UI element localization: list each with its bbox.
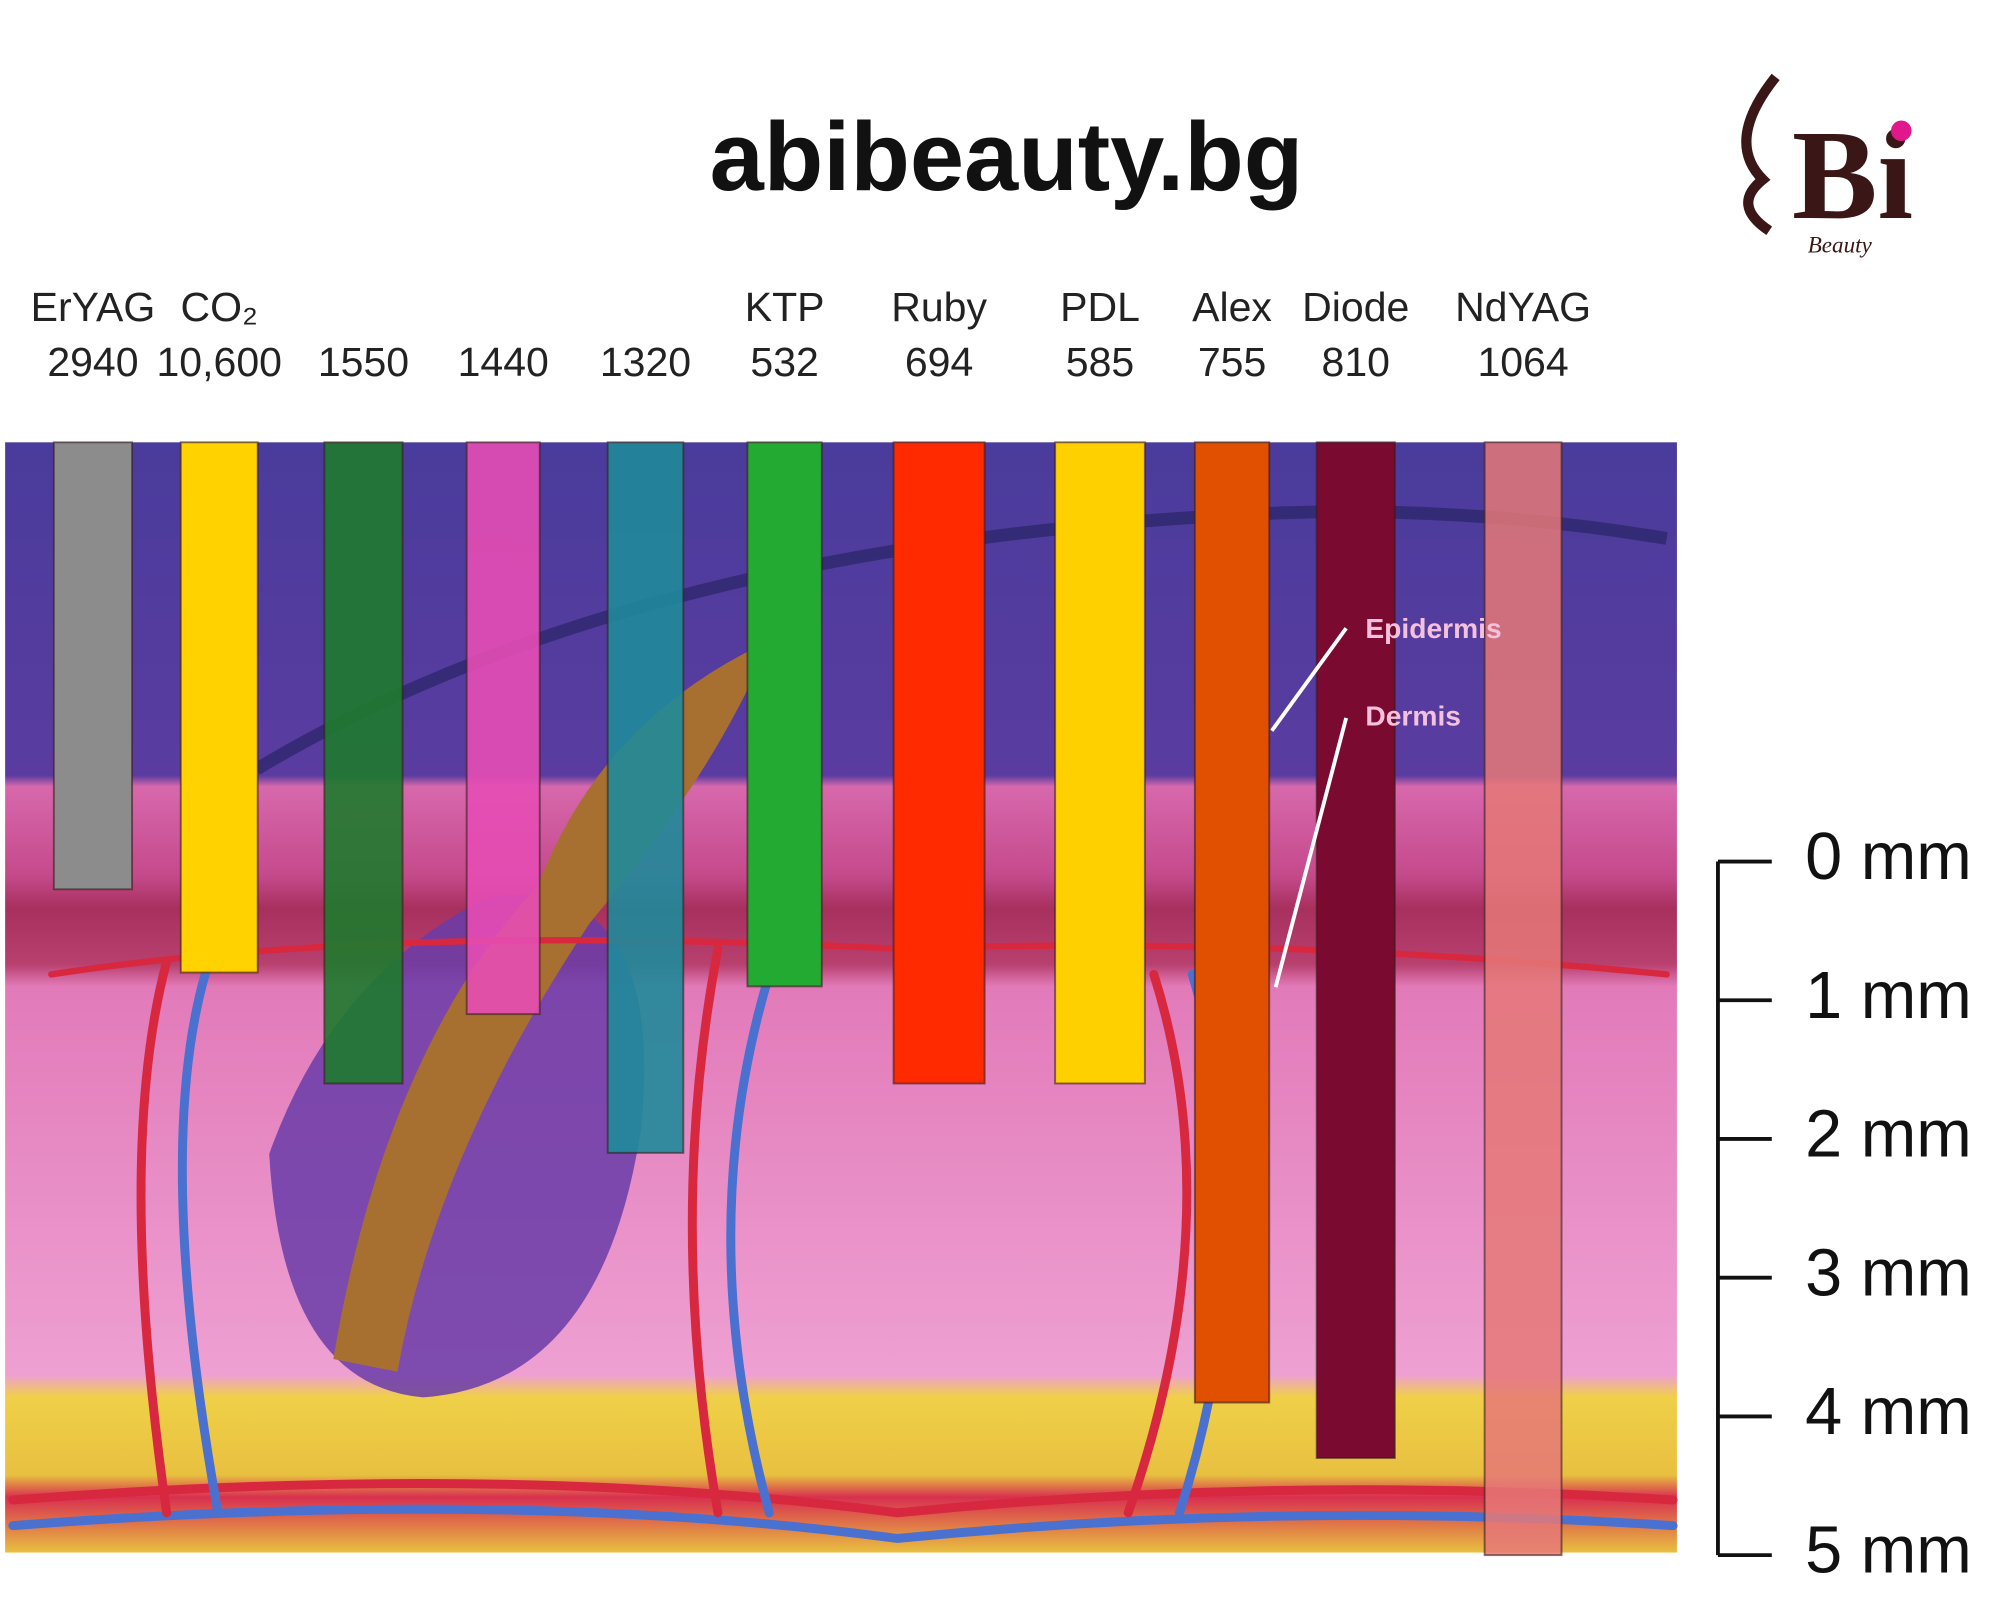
wavelength-label: 755 [1198, 339, 1266, 385]
laser-name: ErYAG [31, 284, 156, 330]
wavelength-label: 810 [1322, 339, 1390, 385]
bar [323, 441, 404, 1085]
y-tick-label: 0 mm [1805, 820, 1972, 894]
bar [1054, 441, 1146, 1085]
wavelength-label: 532 [750, 339, 818, 385]
y-tick-label: 2 mm [1805, 1098, 1972, 1172]
laser-name: Diode [1302, 284, 1409, 330]
y-tick-label: 1 mm [1805, 959, 1972, 1033]
laser-name: CO₂ [181, 284, 258, 330]
skin-illustration [5, 442, 1678, 1553]
logo: Bi Beauty [1741, 73, 1913, 258]
skin-background [5, 442, 1677, 1553]
wavelength-label: 585 [1066, 339, 1134, 385]
site-title: abibeauty.bg [710, 102, 1304, 211]
y-tick-label: 4 mm [1805, 1375, 1972, 1449]
layer-annotation: Epidermis [1365, 612, 1501, 644]
laser-name: NdYAG [1455, 284, 1591, 330]
annotation-pointer [1273, 717, 1349, 988]
bar [1193, 441, 1271, 1404]
bar [1483, 441, 1563, 1557]
bar [746, 441, 823, 988]
logo-tagline: Beauty [1808, 232, 1873, 258]
layer-annotation: Dermis [1365, 699, 1461, 731]
wavelength-label: 2940 [47, 339, 138, 385]
wavelength-label: 1550 [318, 339, 409, 385]
wavelength-label: 10,600 [157, 339, 282, 385]
laser-name: Alex [1192, 284, 1272, 330]
bar [1315, 441, 1396, 1459]
wavelength-label: 1320 [600, 339, 691, 385]
y-tick-label: 5 mm [1805, 1514, 1972, 1588]
laser-name: KTP [745, 284, 825, 330]
bar [606, 441, 685, 1154]
laser-name: PDL [1060, 284, 1140, 330]
bar [52, 441, 134, 891]
logo-face [1741, 73, 1780, 236]
bar [892, 441, 986, 1085]
wavelength-label: 694 [905, 339, 973, 385]
annotation-pointer [1270, 627, 1348, 732]
laser-name: Ruby [891, 284, 987, 330]
y-tick-label: 3 mm [1805, 1236, 1972, 1310]
bar [179, 441, 259, 974]
bar [465, 441, 541, 1016]
wavelength-label: 1440 [458, 339, 549, 385]
wavelength-label: 1064 [1477, 339, 1568, 385]
logo-dot [1891, 120, 1912, 142]
